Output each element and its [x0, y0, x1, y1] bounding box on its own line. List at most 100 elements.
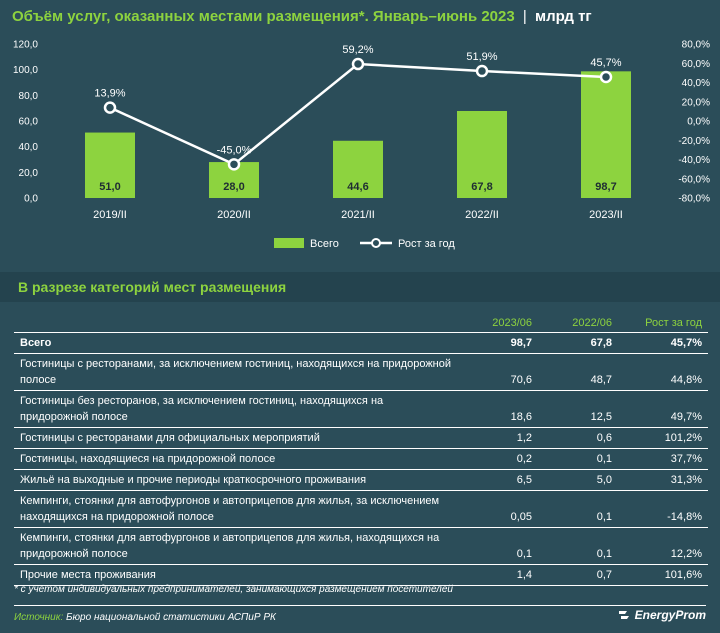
row-value-2022: 5,0 — [538, 469, 618, 491]
row-value-2022: 67,8 — [538, 332, 618, 354]
logo-text: EnergyProm — [634, 608, 706, 622]
row-label: Жильё на выходные и прочие периоды кратк… — [14, 469, 458, 491]
title-main: Объём услуг, оказанных местами размещени… — [12, 8, 515, 25]
source-label: Источник: — [14, 612, 64, 623]
row-label: Всего — [14, 332, 458, 354]
row-growth: 31,3% — [618, 469, 708, 491]
bar — [333, 140, 383, 198]
bar-value-label: 51,0 — [99, 181, 120, 193]
y-right-tick-label: 20,0% — [682, 97, 710, 108]
y-left-tick-label: 40,0 — [19, 142, 39, 153]
section-title: В разрезе категорий мест размещения — [18, 279, 287, 295]
row-value-2022: 0,1 — [538, 527, 618, 565]
table-header-row: 2023/06 2022/06 Рост за год — [14, 314, 708, 333]
growth-point — [351, 57, 365, 71]
y-right-tick-label: -20,0% — [678, 136, 710, 147]
row-value-2023: 0,05 — [458, 490, 538, 528]
table-header-category — [14, 314, 458, 333]
row-growth: 45,7% — [618, 332, 708, 354]
growth-point-label: -45,0% — [217, 144, 252, 156]
row-value-2022: 0,7 — [538, 564, 618, 586]
categories-table: 2023/06 2022/06 Рост за год Всего 98,7 6… — [14, 314, 708, 586]
row-value-2023: 6,5 — [458, 469, 538, 491]
table-header-2022: 2022/06 — [538, 314, 618, 333]
source-text: Бюро национальной статистики АСПиР РК — [66, 612, 276, 623]
bar-value-label: 44,6 — [347, 181, 368, 193]
energyprom-logo: EnergyProm — [618, 608, 706, 622]
row-value-2023: 18,6 — [458, 390, 538, 428]
table-header-growth: Рост за год — [618, 314, 708, 333]
row-value-2022: 0,1 — [538, 448, 618, 470]
source-line: Источник: Бюро национальной статистики А… — [14, 612, 276, 623]
x-tick-label: 2021/II — [341, 209, 375, 221]
x-tick-label: 2022/II — [465, 209, 499, 221]
y-left-tick-label: 80,0 — [19, 91, 39, 102]
y-left-tick-label: 120,0 — [13, 40, 38, 51]
combo-chart: 0,0 20,0 40,0 60,0 80,0 100,0 120,0 -80,0% -60,0… — [13, 40, 710, 251]
y-left-tick-label: 20,0 — [19, 168, 39, 179]
footnote: * с учётом индивидуальных предпринимател… — [14, 584, 453, 595]
legend-swatch-bar — [274, 238, 304, 248]
bar — [457, 110, 507, 198]
energyprom-logo-icon — [618, 611, 629, 619]
y-right-tick-label: 40,0% — [682, 78, 710, 89]
row-value-2022: 0,6 — [538, 427, 618, 449]
growth-point-label: 13,9% — [94, 88, 125, 100]
table-row: Гостиницы с ресторанами, за исключением … — [14, 353, 708, 391]
bar-value-label: 67,8 — [471, 181, 492, 193]
bar-value-label: 28,0 — [223, 181, 244, 193]
y-right-tick-label: 80,0% — [682, 40, 710, 51]
row-value-2023: 1,4 — [458, 564, 538, 586]
x-tick-label: 2023/II — [589, 209, 623, 221]
legend-label-line: Рост за год — [398, 238, 455, 250]
bar — [581, 71, 631, 198]
bottom-divider — [14, 605, 706, 606]
row-value-2022: 12,5 — [538, 390, 618, 428]
table-row: Гостиницы, находящиеся на придорожной по… — [14, 448, 708, 470]
y-right-tick-label: 0,0% — [687, 117, 710, 128]
growth-point — [227, 158, 241, 171]
row-growth: 101,6% — [618, 564, 708, 586]
title-unit: млрд тг — [534, 8, 592, 25]
table-row: Кемпинги, стоянки для автофургонов и авт… — [14, 527, 708, 565]
section-header-bar — [0, 272, 720, 302]
row-label: Гостиницы без ресторанов, за исключением… — [14, 390, 458, 428]
row-growth: 37,7% — [618, 448, 708, 470]
table-row: Прочие места проживания 1,4 0,7 101,6% — [14, 564, 708, 586]
row-label: Кемпинги, стоянки для автофургонов и авт… — [14, 490, 458, 528]
row-label: Прочие места проживания — [14, 564, 458, 586]
table-row: Гостиницы с ресторанами для официальных … — [14, 427, 708, 449]
growth-point — [103, 101, 117, 114]
title-separator: | — [522, 8, 527, 25]
row-label: Гостиницы с ресторанами для официальных … — [14, 427, 458, 449]
row-value-2022: 48,7 — [538, 353, 618, 391]
x-tick-label: 2019/II — [93, 209, 127, 221]
chart-title: Объём услуг, оказанных местами размещени… — [12, 8, 710, 34]
growth-point-label: 51,9% — [466, 51, 497, 63]
bar — [85, 132, 135, 198]
row-value-2022: 0,1 — [538, 490, 618, 528]
y-right-tick-label: 60,0% — [682, 59, 710, 70]
growth-point — [599, 70, 613, 84]
row-value-2023: 70,6 — [458, 353, 538, 391]
table-row: Жильё на выходные и прочие периоды кратк… — [14, 469, 708, 491]
y-left-tick-label: 100,0 — [13, 65, 38, 76]
row-label: Гостиницы, находящиеся на придорожной по… — [14, 448, 458, 470]
y-right-tick-label: -40,0% — [678, 155, 710, 166]
legend-label-bar: Всего — [310, 238, 339, 250]
row-value-2023: 0,2 — [458, 448, 538, 470]
growth-point — [475, 64, 489, 78]
row-growth: -14,8% — [618, 490, 708, 528]
table-header-2023: 2023/06 — [458, 314, 538, 333]
legend-swatch-marker — [371, 238, 381, 248]
row-value-2023: 1,2 — [458, 427, 538, 449]
row-value-2023: 0,1 — [458, 527, 538, 565]
bar-value-label: 98,7 — [595, 181, 616, 193]
growth-point-label: 45,7% — [590, 57, 621, 69]
row-label: Гостиницы с ресторанами, за исключением … — [14, 353, 458, 391]
table-row: Кемпинги, стоянки для автофургонов и авт… — [14, 490, 708, 528]
row-growth: 44,8% — [618, 353, 708, 391]
row-value-2023: 98,7 — [458, 332, 538, 354]
y-right-tick-label: -60,0% — [678, 174, 710, 185]
y-left-tick-label: 60,0 — [19, 117, 39, 128]
